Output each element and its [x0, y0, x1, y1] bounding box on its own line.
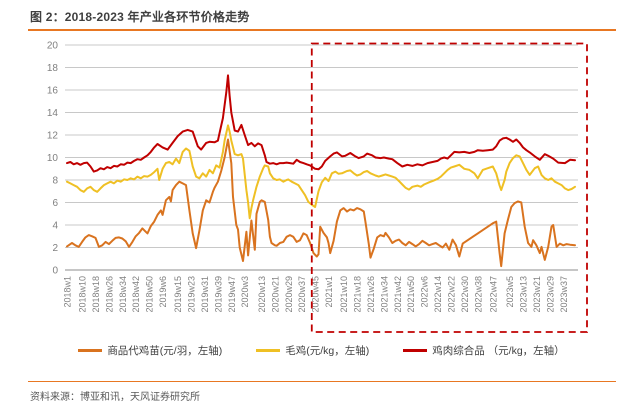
y-axis-tick-label: 14 — [47, 108, 59, 119]
x-axis-tick-label: 2022w30 — [460, 276, 470, 313]
y-axis-tick-label: 12 — [47, 131, 59, 142]
meat-line-swatch — [403, 349, 428, 352]
x-axis-tick-label: 2020w21 — [270, 276, 280, 313]
x-axis-tick-label: 2020w37 — [297, 276, 307, 313]
y-axis-tick-label: 10 — [47, 153, 59, 164]
legend-label-meat: 鸡肉综合品 （元/kg，左轴） — [432, 345, 565, 357]
x-axis-tick-label: 2019w6 — [158, 276, 168, 308]
x-axis-tick-label: 2023w29 — [545, 276, 555, 313]
legend-item-chick: 商品代鸡苗(元/羽，左轴) — [78, 343, 222, 358]
y-axis-tick-label: 18 — [47, 63, 59, 74]
chick-line-swatch — [78, 349, 103, 352]
legend-label-broiler: 毛鸡(元/kg，左轴) — [285, 345, 370, 357]
source-divider — [28, 381, 616, 382]
x-axis-tick-label: 2019w39 — [213, 276, 223, 313]
x-axis-tick-label: 2021w34 — [379, 276, 389, 313]
x-axis-tick-label: 2021w26 — [366, 276, 376, 313]
broiler-line-swatch — [256, 349, 281, 352]
source-note: 资料来源：博亚和讯，天风证券研究所 — [30, 392, 200, 403]
x-axis-tick-label: 2018w1 — [63, 276, 73, 308]
x-axis-tick-label: 2023w37 — [559, 276, 569, 313]
x-axis-tick-label: 2019w47 — [227, 276, 237, 313]
x-axis-tick-label: 2022w22 — [446, 276, 456, 313]
x-axis-tick-label: 2020w3 — [240, 276, 250, 308]
series-line-3 — [66, 74, 576, 173]
x-axis-tick-label: 2019w15 — [173, 276, 183, 313]
y-axis-tick-label: 4 — [52, 221, 58, 232]
x-axis-tick-label: 2022w6 — [420, 276, 430, 308]
x-axis-tick-label: 2018w18 — [91, 276, 101, 313]
x-axis-tick-label: 2018w26 — [104, 276, 114, 313]
x-axis-tick-label: 2021w10 — [339, 276, 349, 313]
figure-title: 图 2：2018-2023 年产业各环节价格走势 — [30, 10, 250, 24]
x-axis-tick-label: 2018w42 — [131, 276, 141, 313]
x-axis-tick-label: 2020w29 — [284, 276, 294, 313]
y-axis-tick-label: 16 — [47, 86, 59, 97]
legend-item-meat: 鸡肉综合品 （元/kg，左轴） — [403, 343, 565, 358]
x-axis-tick-label: 2023w13 — [519, 276, 529, 313]
x-axis-tick-label: 2018w34 — [118, 276, 128, 313]
x-axis-tick-label: 2019w31 — [200, 276, 210, 313]
title-divider — [28, 29, 616, 31]
x-axis-tick-label: 2019w23 — [187, 276, 197, 313]
y-axis-tick-label: 20 — [47, 41, 59, 52]
y-axis-tick-label: 0 — [52, 266, 58, 277]
highlight-region-box — [310, 42, 588, 333]
x-axis-tick-label: 2021w18 — [353, 276, 363, 313]
x-axis-tick-label: 2021w42 — [393, 276, 403, 313]
x-axis-tick-label: 2018w10 — [78, 276, 88, 313]
legend-label-chick: 商品代鸡苗(元/羽，左轴) — [107, 345, 223, 357]
x-axis-tick-label: 2022w14 — [433, 276, 443, 313]
legend-item-broiler: 毛鸡(元/kg，左轴) — [256, 343, 369, 358]
y-axis-tick-label: 2 — [52, 243, 58, 254]
y-axis-tick-label: 6 — [52, 198, 58, 209]
x-axis-tick-label: 2021w1 — [324, 276, 334, 308]
x-axis-tick-label: 2021w50 — [406, 276, 416, 313]
x-axis-tick-label: 2020w45 — [311, 276, 321, 313]
x-axis-tick-label: 2022w47 — [488, 276, 498, 313]
y-axis-tick-label: 8 — [52, 176, 58, 187]
series-line-2 — [66, 124, 576, 220]
x-axis-tick-label: 2023w21 — [532, 276, 542, 313]
x-axis-tick-label: 2023w5 — [505, 276, 515, 308]
chart-legend: 商品代鸡苗(元/羽，左轴) 毛鸡(元/kg，左轴) 鸡肉综合品 （元/kg，左轴… — [0, 343, 643, 358]
x-axis-tick-label: 2020w13 — [257, 276, 267, 313]
x-axis-tick-label: 2022w38 — [473, 276, 483, 313]
x-axis-tick-label: 2018w50 — [145, 276, 155, 313]
